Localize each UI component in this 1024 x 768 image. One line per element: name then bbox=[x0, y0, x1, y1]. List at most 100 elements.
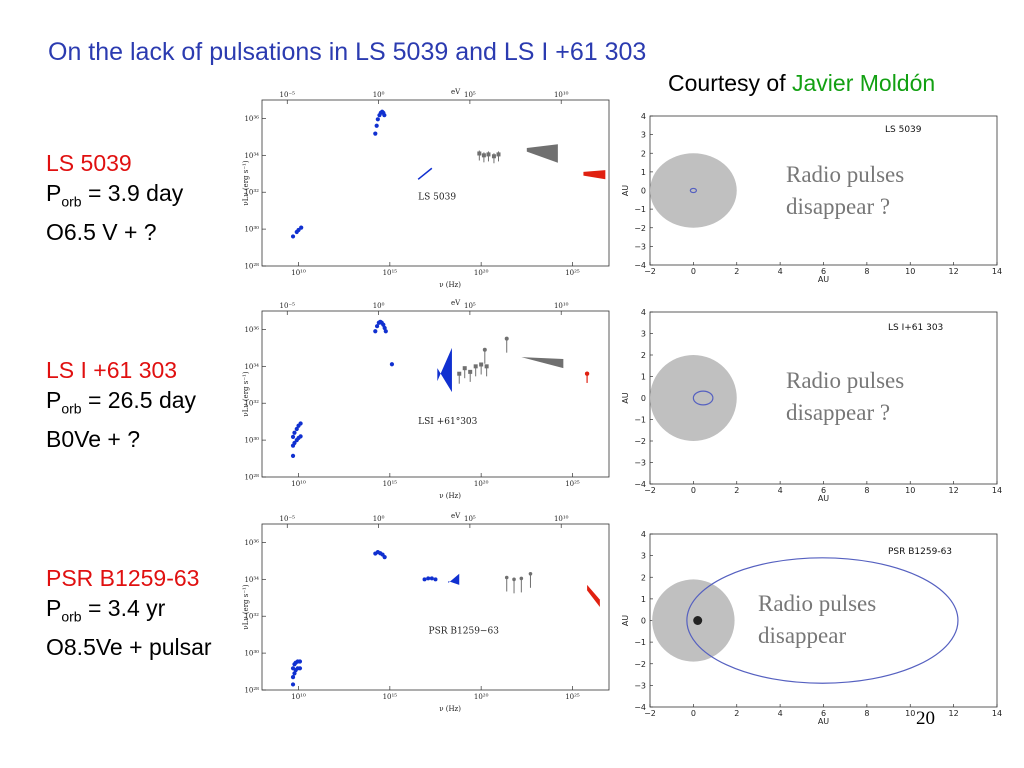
top-tick-label: 10⁰ bbox=[373, 302, 385, 310]
y-tick-label: −2 bbox=[634, 224, 646, 233]
x-tick-label: −2 bbox=[644, 709, 656, 718]
system-lsi61303: LS I +61 303 Porb = 26.5 day B0Ve + ? bbox=[46, 355, 256, 454]
sed-frame bbox=[261, 523, 610, 691]
y-tick-label: 4 bbox=[641, 112, 646, 121]
x-axis-label: ν (Hz) bbox=[439, 705, 461, 713]
x-axis-label: AU bbox=[818, 717, 829, 726]
radio-point bbox=[298, 421, 303, 426]
y-tick-label: 10³⁶ bbox=[244, 115, 259, 123]
gev-bowtie bbox=[521, 357, 564, 369]
radio-point bbox=[297, 659, 303, 664]
y-tick-label: 10³⁶ bbox=[244, 326, 259, 334]
sed-frame bbox=[261, 310, 610, 478]
optical-point bbox=[382, 113, 387, 118]
optical-point bbox=[374, 123, 379, 128]
y-tick-label: 1 bbox=[641, 168, 646, 177]
xray-bowtie bbox=[437, 347, 452, 393]
spectral-type: B0Ve + ? bbox=[46, 425, 140, 452]
radio-point bbox=[290, 682, 296, 687]
bottom-tick-label: 10¹⁵ bbox=[383, 480, 398, 488]
optical-point bbox=[382, 555, 387, 560]
pulsar-position-marker bbox=[693, 616, 703, 625]
top-tick-label: 10⁵ bbox=[464, 302, 476, 310]
y-tick-label: −3 bbox=[634, 459, 646, 468]
bottom-tick-label: 10²⁰ bbox=[474, 693, 489, 701]
y-tick-label: 10³⁴ bbox=[244, 363, 259, 371]
bottom-tick-label: 10¹⁰ bbox=[291, 693, 306, 701]
sed-chart-ls5039: 10⁻⁵ 10⁰ 10⁵ 10¹⁰ eV 10¹⁰ 10¹⁵ 10²⁰ 10²⁵ ν (Hz) 10… bbox=[242, 88, 610, 289]
radio-pulses-annotation: disappear ? bbox=[786, 400, 890, 425]
bottom-tick-label: 10²⁵ bbox=[565, 693, 580, 701]
y-tick-label: 4 bbox=[641, 530, 646, 539]
orbital-period: Porb = 3.4 yr bbox=[46, 595, 166, 625]
x-tick-label: 14 bbox=[992, 709, 1002, 718]
bottom-tick-label: 10²⁰ bbox=[474, 269, 489, 277]
sed-source-label: PSR B1259−63 bbox=[429, 627, 500, 637]
sed-chart-lsi61303: 10⁻⁵ 10⁰ 10⁵ 10¹⁰ eV 10¹⁰ 10¹⁵ 10²⁰ 10²⁵ ν (Hz) 10… bbox=[242, 299, 610, 500]
bottom-tick-label: 10¹⁵ bbox=[383, 693, 398, 701]
top-tick-label: 10⁵ bbox=[464, 515, 476, 523]
radio-point bbox=[290, 675, 296, 680]
y-tick-label: 10²⁸ bbox=[244, 687, 259, 695]
y-tick-label: 2 bbox=[641, 351, 646, 360]
xray-point bbox=[426, 576, 431, 581]
y-tick-label: 10²⁸ bbox=[244, 474, 259, 482]
xray-point bbox=[429, 576, 434, 581]
y-tick-label: 10³⁶ bbox=[244, 539, 259, 547]
sed-frame bbox=[261, 99, 610, 267]
y-tick-label: −3 bbox=[634, 681, 646, 690]
x-tick-label: 2 bbox=[734, 267, 739, 276]
x-tick-label: 4 bbox=[778, 709, 783, 718]
x-axis-label: ν (Hz) bbox=[439, 281, 461, 289]
y-tick-label: −3 bbox=[634, 242, 646, 251]
y-tick-label: 10³² bbox=[244, 400, 259, 408]
x-tick-label: 10 bbox=[905, 267, 915, 276]
gev-point bbox=[519, 576, 524, 581]
y-tick-label: 0 bbox=[641, 187, 646, 196]
y-tick-label: 0 bbox=[641, 617, 646, 626]
top-tick-label: 10¹⁰ bbox=[554, 515, 569, 523]
gev-point bbox=[504, 336, 509, 341]
sed-source-label: LS 5039 bbox=[418, 193, 456, 203]
y-tick-label: 10³⁰ bbox=[244, 437, 259, 445]
orbit-path bbox=[689, 187, 698, 194]
top-tick-label: 10⁻⁵ bbox=[280, 515, 296, 523]
y-tick-label: 10³⁴ bbox=[244, 576, 259, 584]
sed-source-label: LSI +61°303 bbox=[418, 417, 478, 427]
xray-point bbox=[433, 577, 438, 582]
bottom-tick-label: 10¹⁰ bbox=[291, 269, 306, 277]
y-axis-label: νLν (erg s⁻¹) bbox=[242, 584, 250, 629]
page-number: 20 bbox=[916, 708, 935, 729]
x-tick-label: 4 bbox=[778, 486, 783, 495]
x-tick-label: 14 bbox=[992, 486, 1002, 495]
y-tick-label: −4 bbox=[634, 703, 646, 712]
system-name: PSR B1259-63 bbox=[46, 565, 200, 591]
gev-bowtie bbox=[526, 144, 558, 163]
x-tick-label: 0 bbox=[691, 709, 696, 718]
optical-point bbox=[374, 324, 380, 329]
optical-point bbox=[381, 322, 386, 327]
orbit-source-label: LS 5039 bbox=[885, 125, 922, 135]
x-tick-label: 8 bbox=[864, 709, 869, 718]
y-tick-label: −1 bbox=[634, 416, 646, 425]
y-tick-label: 2 bbox=[641, 149, 646, 158]
radio-point bbox=[290, 234, 296, 239]
y-tick-label: −4 bbox=[634, 261, 646, 270]
x-axis-label: AU bbox=[818, 275, 829, 284]
orbital-period: Porb = 26.5 day bbox=[46, 387, 197, 417]
y-tick-label: 10³² bbox=[244, 613, 259, 621]
bottom-tick-label: 10²⁵ bbox=[565, 480, 580, 488]
optical-point bbox=[373, 131, 378, 136]
radio-pulses-annotation: disappear bbox=[758, 623, 846, 648]
top-axis-label: eV bbox=[451, 512, 461, 520]
top-tick-label: 10¹⁰ bbox=[554, 302, 569, 310]
bottom-tick-label: 10¹⁰ bbox=[291, 480, 306, 488]
y-tick-label: −2 bbox=[634, 660, 646, 669]
y-tick-label: 3 bbox=[641, 330, 646, 339]
spectral-type: O6.5 V + ? bbox=[46, 218, 157, 245]
system-name: LS I +61 303 bbox=[46, 357, 178, 383]
x-tick-label: 0 bbox=[691, 267, 696, 276]
bottom-tick-label: 10²⁰ bbox=[474, 480, 489, 488]
